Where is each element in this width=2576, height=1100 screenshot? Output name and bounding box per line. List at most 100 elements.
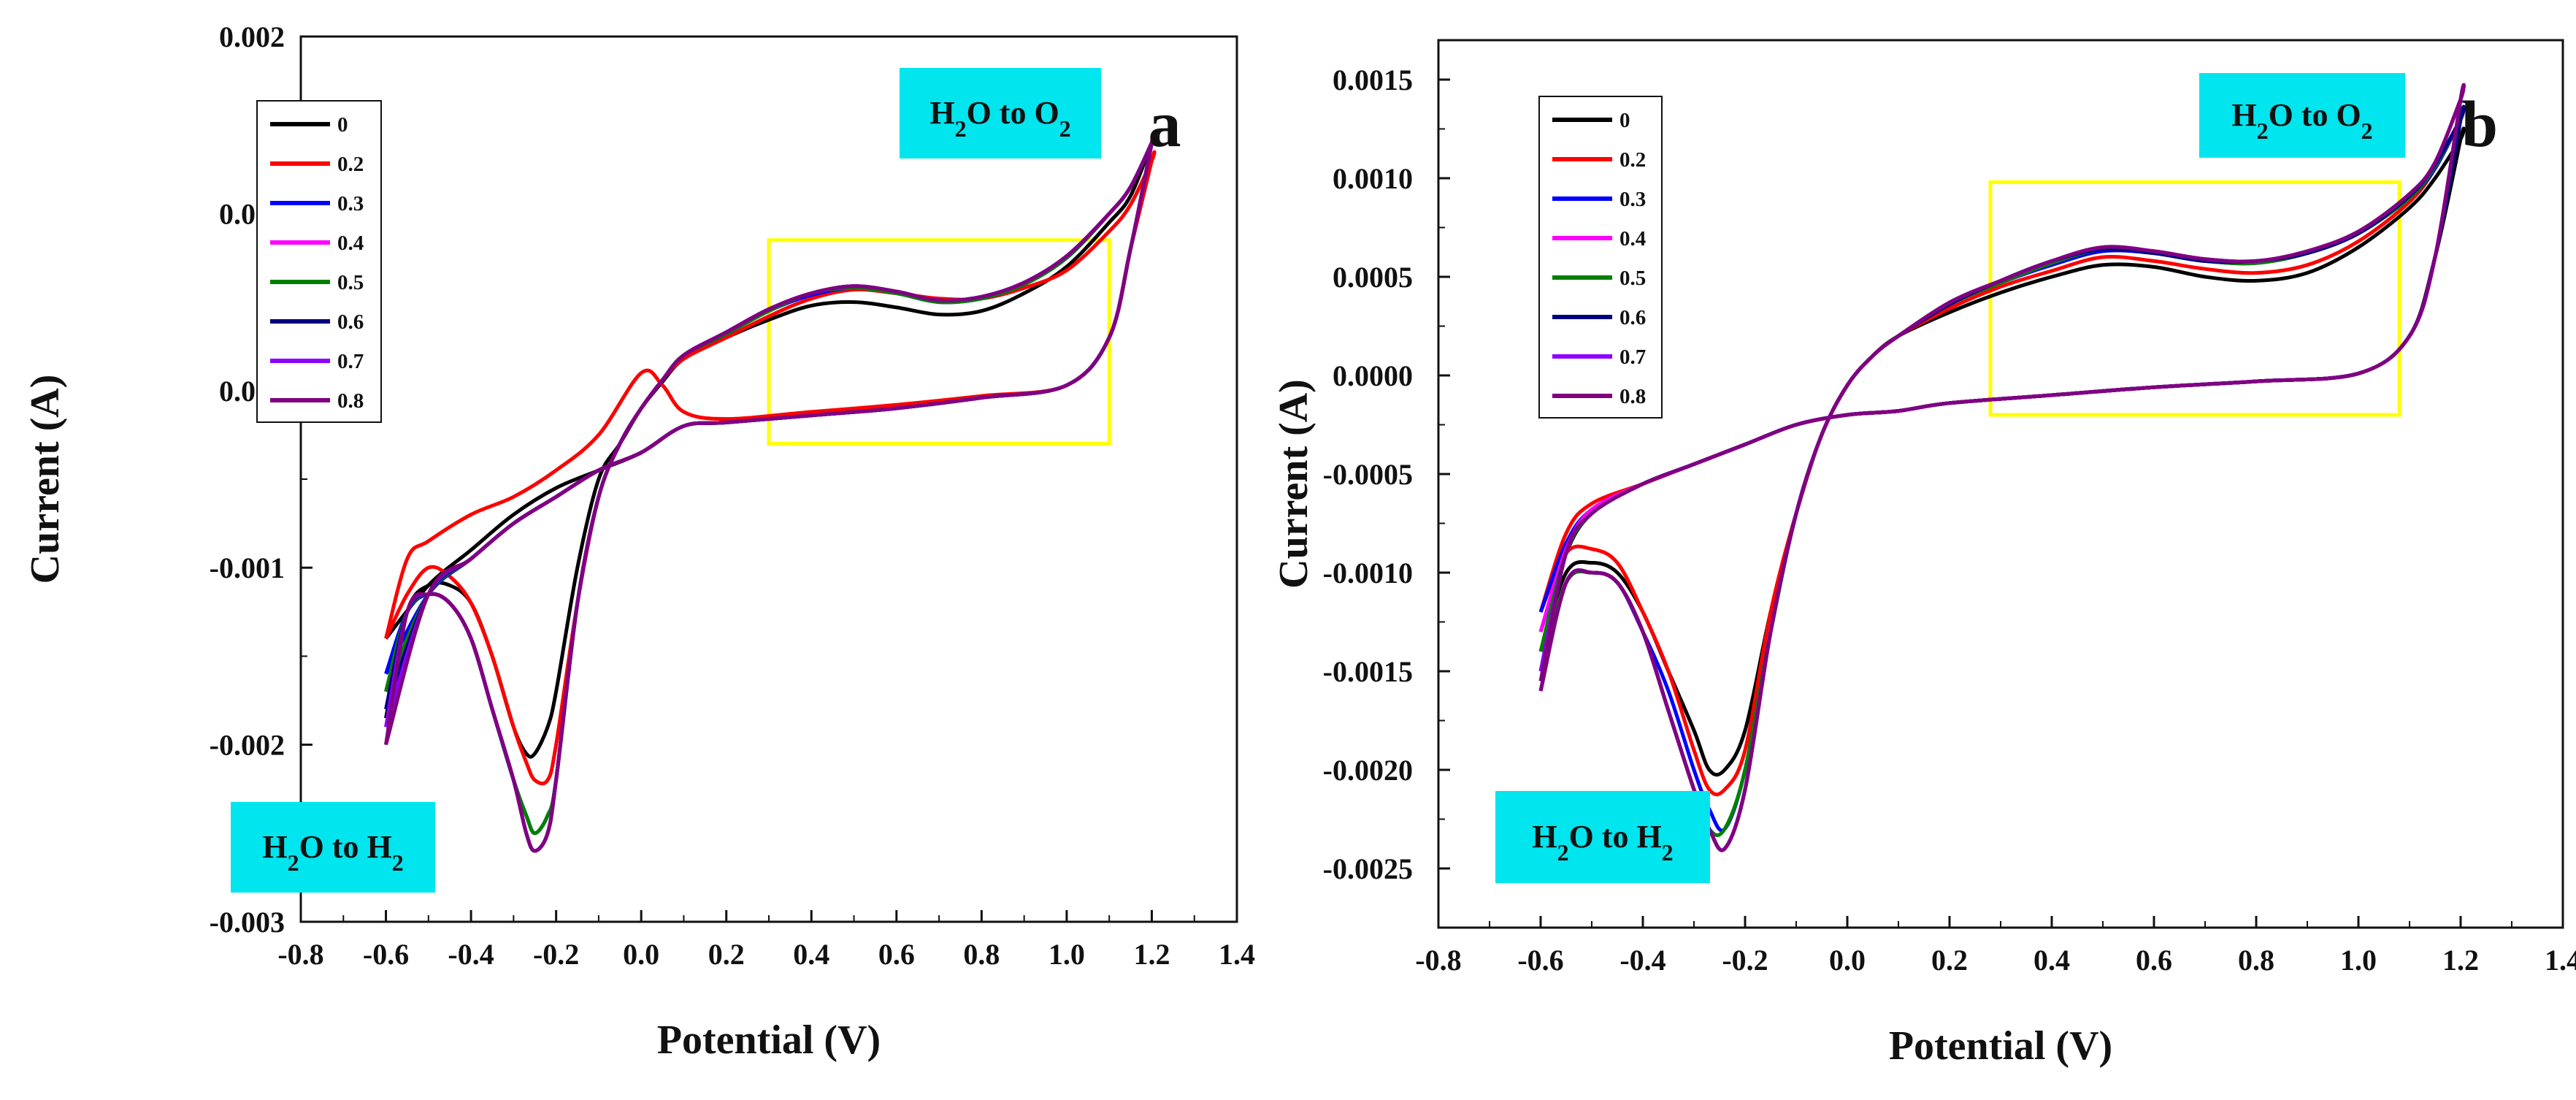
legend-label: 0.8 — [337, 389, 364, 413]
x-tick-label: 1.0 — [2340, 944, 2377, 977]
series-line-0.8 — [384, 131, 1157, 853]
subscript: 2 — [2361, 118, 2373, 144]
legend-label: 0 — [1619, 109, 1630, 132]
legend-label: 0 — [337, 113, 348, 137]
x-tick-label: -0.6 — [1517, 944, 1563, 977]
legend-label: 0.6 — [337, 310, 364, 334]
x-tick-label: -0.4 — [448, 938, 494, 971]
x-tick-label: 0.6 — [2136, 944, 2172, 977]
text-run: H — [262, 829, 287, 865]
legend-label: 0.5 — [1619, 267, 1646, 290]
y-tick-label: -0.0025 — [1323, 852, 1413, 885]
highlight-box — [767, 238, 1111, 446]
x-axis-title: Potential (V) — [1889, 1023, 2112, 1069]
x-tick-label: 0.0 — [623, 938, 659, 971]
y-tick-label: 0.0015 — [1333, 64, 1413, 96]
legend-label: 0.2 — [337, 153, 364, 176]
subscript: 2 — [955, 115, 967, 142]
text-run: H — [1532, 819, 1557, 855]
x-tick-label: 1.2 — [1133, 938, 1170, 971]
y-tick-label: -0.0015 — [1323, 655, 1413, 688]
oxidation-label: H2O to O2 — [2199, 73, 2405, 158]
x-tick-label: -0.4 — [1619, 944, 1665, 977]
legend-label: 0.6 — [1619, 306, 1646, 329]
y-tick-label: 0.0000 — [1333, 359, 1413, 392]
plot-frame — [299, 35, 1238, 923]
y-tick-label: 0.0005 — [1333, 261, 1413, 294]
y-tick-label: -0.002 — [210, 729, 285, 762]
x-tick-label: 0.0 — [1829, 944, 1866, 977]
text-run: O to H — [299, 829, 392, 865]
oxidation-label-text: H2O to O2 — [2231, 97, 2372, 144]
x-tick-label: -0.8 — [1415, 944, 1461, 977]
legend-label: 0.8 — [1619, 385, 1646, 408]
subscript: 2 — [288, 849, 299, 876]
reduction-label-bg — [1495, 791, 1710, 883]
legend-box — [1538, 96, 1663, 419]
x-tick-label: 0.2 — [1931, 944, 1968, 977]
panel-letter: b — [2461, 88, 2498, 161]
series-line-0 — [1538, 126, 2466, 777]
y-axis-title: Current (A) — [23, 375, 68, 584]
series-line-0.5 — [384, 131, 1157, 836]
panel-letter: a — [1149, 88, 1181, 161]
series-line-0.3 — [384, 131, 1157, 836]
legend-label: 0.4 — [337, 232, 364, 255]
x-axis-title: Potential (V) — [657, 1017, 881, 1063]
series-line-0.2 — [384, 150, 1157, 786]
y-tick-label: -0.0005 — [1323, 458, 1413, 491]
oxidation-label-bg — [2199, 73, 2405, 158]
legend-label: 0.3 — [337, 192, 364, 215]
legend-box — [256, 100, 382, 423]
legend-label: 0.7 — [337, 350, 364, 373]
y-tick-label: -0.001 — [210, 551, 285, 584]
x-tick-label: -0.2 — [1722, 944, 1768, 977]
y-tick-label: -0.0020 — [1323, 754, 1413, 787]
text-run: O to H — [1569, 819, 1662, 855]
oxidation-label-text: H2O to O2 — [929, 95, 1070, 142]
oxidation-label-bg — [900, 68, 1101, 158]
panel-b: -0.8 -0.6 -0.4 -0.2 0.0 0.2 0.4 0.6 0.8 1.0 1.2 1.4… — [1271, 39, 2576, 1069]
legend-label: 0.2 — [1619, 148, 1646, 172]
series-line-0.4 — [1538, 83, 2466, 852]
legend: 0 0.2 0.3 0.4 0.5 0.6 0.7 0.8 — [256, 100, 382, 423]
reduction-label-text: H2O to H2 — [1532, 819, 1673, 866]
y-tick-label: 0.002 — [219, 20, 285, 53]
x-tick-label: -0.8 — [277, 938, 323, 971]
reduction-label: H2O to H2 — [1495, 791, 1710, 883]
y-tick-label: -0.003 — [210, 906, 285, 939]
y-tick-label: 0.0010 — [1333, 162, 1413, 195]
legend-label: 0.5 — [337, 271, 364, 294]
x-tick-label: 0.4 — [2033, 944, 2070, 977]
subscript: 2 — [2257, 118, 2269, 144]
text-run: O to O — [967, 95, 1059, 131]
x-tick-label: 0.8 — [2238, 944, 2274, 977]
highlight-box — [1988, 180, 2401, 417]
panel-a: -0.8 -0.6 -0.4 -0.2 0.0 0.2 0.4 0.6 0.8 1.0 1.2 1.4… — [23, 20, 1255, 1063]
x-tick-label: 0.2 — [708, 938, 745, 971]
series-line-0.7 — [1538, 83, 2466, 852]
x-tick-label: 0.6 — [878, 938, 915, 971]
subscript: 2 — [1662, 839, 1674, 866]
reduction-label: H2O to H2 — [231, 802, 435, 893]
legend-label: 0.3 — [1619, 188, 1646, 211]
x-tick-label: 1.0 — [1049, 938, 1085, 971]
x-tick-label: 1.4 — [2545, 944, 2576, 977]
subscript: 2 — [1059, 115, 1071, 142]
oxidation-label: H2O to O2 — [900, 68, 1101, 158]
y-axis-title: Current (A) — [1271, 379, 1316, 589]
x-tick-label: 0.8 — [963, 938, 1000, 971]
text-run: H — [929, 95, 954, 131]
subscript: 2 — [1557, 839, 1569, 866]
x-tick-label: 1.4 — [1219, 938, 1255, 971]
text-run: O to O — [2269, 97, 2361, 133]
x-tick-label: 0.4 — [793, 938, 829, 971]
subscript: 2 — [392, 849, 404, 876]
text-run: H — [2231, 97, 2256, 133]
reduction-label-bg — [231, 802, 435, 893]
reduction-label-text: H2O to H2 — [262, 829, 403, 876]
x-tick-label: -0.2 — [533, 938, 579, 971]
x-tick-label: 1.2 — [2442, 944, 2479, 977]
legend: 0 0.2 0.3 0.4 0.5 0.6 0.7 0.8 — [1538, 96, 1663, 419]
